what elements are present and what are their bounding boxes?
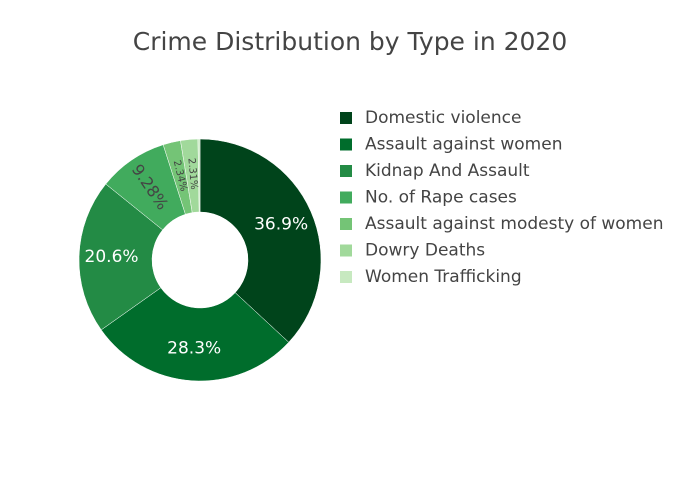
- legend-item-kidnap-and-assault[interactable]: Kidnap And Assault: [340, 161, 530, 181]
- slice-kidnap-and-assault[interactable]: [78, 183, 163, 331]
- data-label-dowry-deaths: 2.31%: [185, 158, 199, 191]
- slice-women-trafficking[interactable]: [197, 138, 201, 213]
- legend-item-dowry-deaths[interactable]: Dowry Deaths: [340, 241, 485, 261]
- legend-swatch: [340, 271, 352, 283]
- chart-title: Crime Distribution by Type in 2020: [133, 27, 568, 56]
- legend-swatch: [340, 112, 352, 124]
- legend-item-women-trafficking[interactable]: Women Trafficking: [340, 267, 522, 287]
- legend-label: Assault against women: [365, 135, 562, 155]
- legend-item-assault-against-modesty-of-women[interactable]: Assault against modesty of women: [340, 214, 663, 234]
- legend-item-assault-against-women[interactable]: Assault against women: [340, 135, 562, 155]
- legend-label: No. of Rape cases: [365, 188, 517, 208]
- pie-slices: [78, 138, 322, 382]
- legend-swatch: [340, 191, 352, 204]
- legend-label: Kidnap And Assault: [365, 161, 530, 181]
- legend-swatch: [340, 244, 352, 257]
- legend-item-domestic-violence[interactable]: Domestic violence: [340, 108, 521, 128]
- legend-swatch: [340, 165, 352, 177]
- legend: Domestic violence Assault against women Ki…: [340, 108, 663, 287]
- legend-item-no-of-rape-cases[interactable]: No. of Rape cases: [340, 188, 517, 208]
- legend-swatch: [340, 138, 352, 151]
- slice-domestic-violence[interactable]: [199, 138, 322, 343]
- legend-label: Dowry Deaths: [365, 241, 485, 261]
- slice-assault-against-women[interactable]: [100, 287, 290, 382]
- legend-label: Assault against modesty of women: [365, 214, 663, 234]
- legend-swatch: [340, 218, 352, 230]
- data-label-kidnap-and-assault: 20.6%: [85, 247, 139, 267]
- slice-labels: 36.9%28.3%20.6%9.28%2.34%2.31%: [85, 158, 309, 359]
- data-label-assault-against-women: 28.3%: [167, 338, 221, 358]
- legend-label: Women Trafficking: [365, 267, 522, 287]
- legend-label: Domestic violence: [365, 108, 521, 128]
- data-label-domestic-violence: 36.9%: [254, 215, 308, 235]
